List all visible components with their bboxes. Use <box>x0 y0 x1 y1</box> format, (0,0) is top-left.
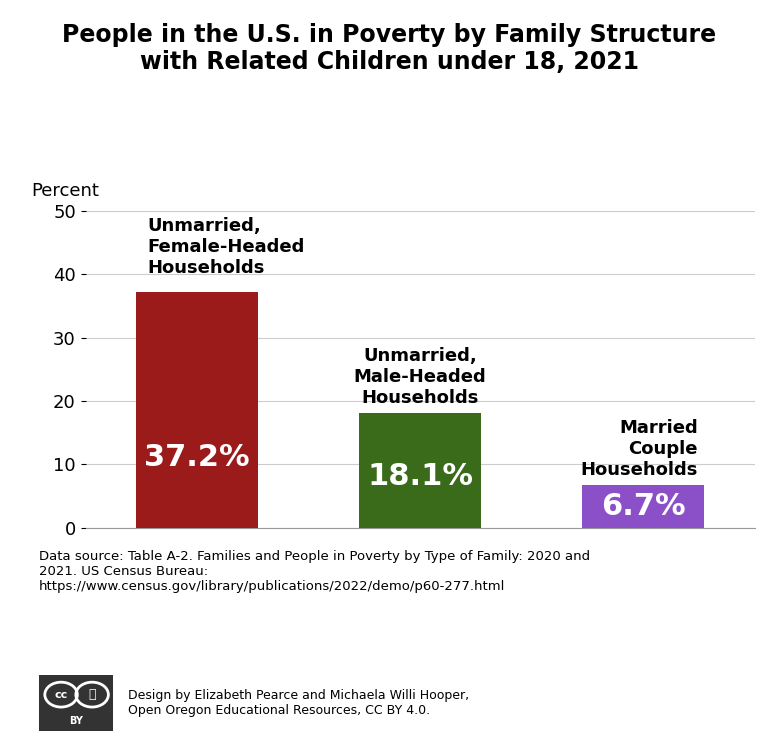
Text: Data source: Table A-2. Families and People in Poverty by Type of Family: 2020 a: Data source: Table A-2. Families and Peo… <box>39 550 590 593</box>
Text: Design by Elizabeth Pearce and Michaela Willi Hooper,
Open Oregon Educational Re: Design by Elizabeth Pearce and Michaela … <box>128 688 469 717</box>
Bar <box>359 413 482 528</box>
Bar <box>135 293 258 528</box>
Text: 6.7%: 6.7% <box>601 492 685 521</box>
Text: Married
Couple
Households: Married Couple Households <box>580 419 698 479</box>
Text: Ⓢ: Ⓢ <box>89 688 96 701</box>
Text: Unmarried,
Female-Headed
Households: Unmarried, Female-Headed Households <box>147 217 304 277</box>
Text: People in the U.S. in Poverty by Family Structure
with Related Children under 18: People in the U.S. in Poverty by Family … <box>62 23 716 75</box>
Text: Unmarried,
Male-Headed
Households: Unmarried, Male-Headed Households <box>354 348 486 407</box>
Text: cc: cc <box>54 690 68 700</box>
Text: 18.1%: 18.1% <box>367 461 473 491</box>
Text: BY: BY <box>69 716 82 726</box>
Text: Percent: Percent <box>31 182 99 200</box>
Text: 37.2%: 37.2% <box>144 443 250 471</box>
Bar <box>582 486 704 528</box>
